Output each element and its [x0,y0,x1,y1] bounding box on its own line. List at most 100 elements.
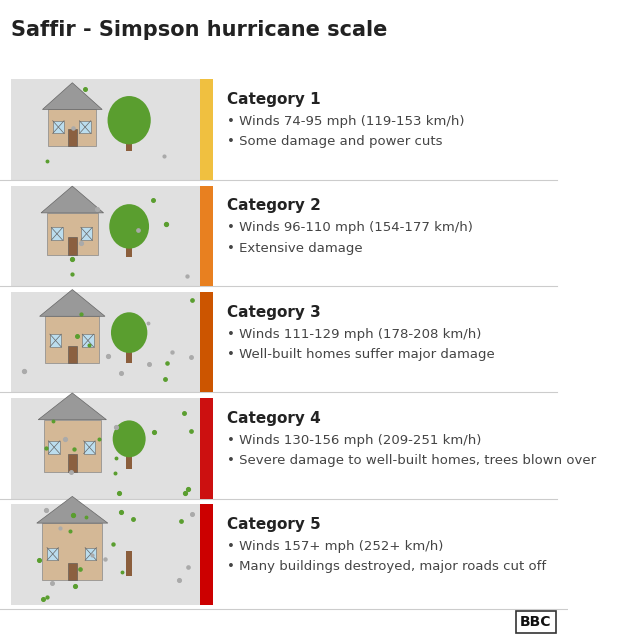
Text: • Some damage and power cuts: • Some damage and power cuts [227,135,443,148]
Text: Category 4: Category 4 [227,411,321,426]
Bar [42,523,102,581]
Bar [44,420,100,472]
Text: • Extensive damage: • Extensive damage [227,242,363,254]
Point [94,434,104,444]
Bar [47,548,58,560]
Point [34,555,44,565]
Bar [47,213,98,255]
Point [143,318,153,328]
Bar [126,445,132,469]
Point [149,427,159,437]
Point [110,468,120,478]
Text: • Winds 96-110 mph (154-177 km/h): • Winds 96-110 mph (154-177 km/h) [227,221,473,234]
Point [65,467,76,478]
Point [81,512,92,522]
Point [60,434,70,445]
Bar [48,109,97,146]
Bar [200,186,212,286]
Point [159,151,170,161]
Point [159,373,170,384]
Point [67,269,77,279]
Bar [200,504,212,605]
Text: • Winds 74-95 mph (119-153 km/h): • Winds 74-95 mph (119-153 km/h) [227,115,465,128]
Bar [45,316,99,363]
Point [186,352,196,363]
Bar [84,441,95,453]
Point [111,422,121,432]
Circle shape [109,204,149,249]
Point [167,347,177,357]
Bar [12,504,202,605]
Point [179,408,189,418]
Point [55,523,65,533]
Point [116,368,127,378]
Point [128,515,138,525]
Bar [68,237,77,255]
Point [148,195,159,205]
Bar [68,128,77,146]
Bar [68,563,77,581]
Point [76,309,86,319]
Point [119,106,129,116]
Bar [50,334,61,347]
Point [47,577,57,588]
Point [42,156,52,166]
Point [41,505,51,515]
Bar [126,233,132,257]
Point [173,576,184,586]
Circle shape [108,96,151,144]
Polygon shape [42,83,102,109]
Polygon shape [36,496,108,523]
Bar [200,398,212,499]
Point [48,416,58,426]
Point [69,444,79,454]
Text: • Winds 111-129 mph (178-208 km/h): • Winds 111-129 mph (178-208 km/h) [227,328,482,340]
Text: • Winds 130-156 mph (209-251 km/h): • Winds 130-156 mph (209-251 km/h) [227,434,482,446]
Point [42,591,52,602]
Bar [126,551,132,576]
Bar [12,292,202,392]
Point [136,212,147,223]
Point [103,350,113,361]
Bar [126,127,132,151]
Point [161,219,172,229]
Point [72,331,82,342]
Point [131,422,141,432]
Bar [79,121,91,134]
Point [182,271,192,281]
Point [180,488,190,499]
Text: • Many buildings destroyed, major roads cut off: • Many buildings destroyed, major roads … [227,560,547,573]
Point [74,564,84,574]
Point [70,581,80,591]
Text: Saffir - Simpson hurricane scale: Saffir - Simpson hurricane scale [12,20,388,40]
Point [108,539,118,549]
Text: BBC: BBC [520,615,552,629]
Point [38,594,48,604]
Polygon shape [41,186,104,213]
Point [113,488,124,498]
Point [42,443,52,453]
Bar [51,228,63,240]
Point [68,122,78,132]
Circle shape [111,312,147,353]
Point [162,358,172,368]
Polygon shape [40,289,105,316]
Point [84,340,95,350]
Text: Category 3: Category 3 [227,305,321,320]
Bar [12,80,202,180]
Bar [12,398,202,499]
Bar [68,345,77,363]
Point [76,238,86,248]
Point [111,453,121,463]
Point [19,366,29,377]
Point [182,562,193,572]
Point [133,225,143,235]
Point [175,516,186,526]
Point [65,526,75,536]
Polygon shape [38,393,106,420]
Bar [52,121,64,134]
Text: • Well-built homes suffer major damage: • Well-built homes suffer major damage [227,348,495,361]
Bar [200,292,212,392]
Text: • Severe damage to well-built homes, trees blown over: • Severe damage to well-built homes, tre… [227,454,596,467]
Point [131,434,141,444]
